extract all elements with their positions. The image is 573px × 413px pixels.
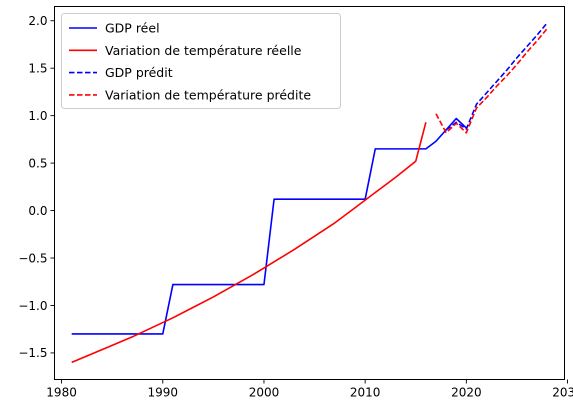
y-tick-label: 0.5	[28, 156, 47, 170]
plot-frame	[54, 6, 565, 380]
legend-label-1: GDP réel	[105, 21, 160, 36]
series-layer	[71, 22, 548, 364]
series-line-4	[435, 27, 548, 134]
y-tick-label: −1.5	[18, 346, 47, 360]
x-tick-label: 2000	[249, 386, 280, 400]
y-tick-label: 1.0	[28, 109, 47, 123]
x-tick-label: 1980	[46, 386, 77, 400]
x-tick-label: 2020	[451, 386, 482, 400]
x-tick-label: 2030	[552, 386, 573, 400]
legend-label-4: Variation de température prédite	[105, 87, 311, 102]
y-tick-label: 1.5	[28, 61, 47, 75]
legend-label-2: Variation de température réelle	[105, 43, 302, 58]
y-tick-label: −0.5	[18, 251, 47, 265]
x-tick-label: 1990	[148, 386, 179, 400]
y-tick-label: −1.0	[18, 299, 47, 313]
axes-ticks: 1980 1990 2000 2010 2020 2030 −1.5 −1.0 −0.5 0.0 0…	[18, 14, 573, 399]
series-line-3	[445, 22, 548, 131]
series-line-2	[71, 122, 427, 364]
legend-box	[61, 13, 341, 109]
series-line-1	[71, 117, 467, 335]
legend: GDP réel Variation de température réelle G…	[61, 13, 341, 109]
y-tick-label: 2.0	[28, 14, 47, 28]
y-tick-label: 0.0	[28, 204, 47, 218]
legend-label-3: GDP prédit	[105, 65, 173, 80]
x-tick-label: 2010	[350, 386, 381, 400]
